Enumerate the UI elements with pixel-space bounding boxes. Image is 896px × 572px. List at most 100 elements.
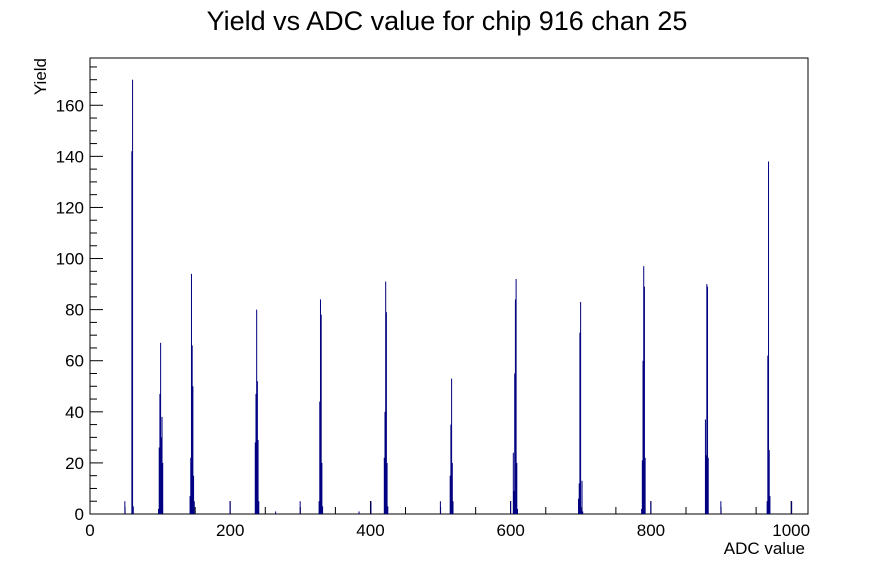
y-tick-label: 0 [75,505,84,524]
histogram-bin [370,501,372,514]
histogram-bin [189,496,191,514]
histogram-bin [768,450,770,514]
histogram-bin [720,501,722,514]
y-tick-label: 120 [56,198,84,217]
histogram-bin [132,506,134,514]
histogram-bin [769,496,771,514]
histogram-bin [275,511,277,514]
histogram-bin [516,462,518,514]
histogram-bin [439,501,441,514]
histogram-bin [384,411,386,514]
histogram-bin [318,501,320,514]
x-tick-label: 0 [85,521,94,540]
y-tick-label: 20 [65,454,84,473]
x-tick-label: 400 [356,521,384,540]
histogram-bin [451,462,453,514]
x-axis-label: ADC value [724,539,805,558]
histogram-bin [643,286,645,514]
histogram-bin [383,457,385,514]
histogram-bin [387,506,389,514]
histogram-bin [255,393,257,514]
histogram-bin [581,480,583,514]
histogram-bin [641,508,643,514]
histogram-bin [579,332,581,514]
histogram-bin [322,506,324,514]
histogram-bin [704,419,706,514]
histogram-bin [580,301,582,514]
histogram-bin [650,501,652,514]
y-tick-label: 80 [65,301,84,320]
histogram-bin [514,373,516,514]
histogram-bin [578,498,580,514]
histogram-bin [766,501,768,514]
histogram-bin [582,511,584,514]
histogram-bin [514,299,516,514]
histogram-bin [791,501,793,514]
x-tick-label: 800 [637,521,665,540]
histogram-bin [451,378,453,514]
histogram-bin [193,501,195,514]
histogram-bin [515,278,517,514]
histogram-bin [132,79,134,514]
x-tick-label: 200 [216,521,244,540]
histogram-bin [256,381,258,514]
histogram-bin [190,457,192,514]
histogram-bin [162,462,164,514]
histogram-bin [452,501,454,514]
histogram-bin [160,342,162,514]
histogram-bin [385,281,387,514]
histogram-bin [256,309,258,514]
histogram-bin [768,161,770,514]
histogram-bin [160,437,162,514]
histogram-bin [161,416,163,514]
histogram-bin [124,501,126,514]
histogram-bin [706,284,708,514]
histogram-bin [358,511,360,514]
histogram-bin [257,439,259,514]
histogram-bin [578,483,580,514]
histogram-bin [449,475,451,514]
y-tick-label: 160 [56,96,84,115]
histogram-bin [705,455,707,514]
histogram-bin [158,447,160,514]
y-axis-label: Yield [31,58,50,95]
histogram-bin [385,312,387,514]
histogram-bin [131,151,133,514]
histogram-bin [641,460,643,514]
y-tick-label: 100 [56,250,84,269]
histogram-bin [643,266,645,514]
histogram-bin [191,345,193,514]
y-tick-label: 60 [65,352,84,371]
histogram-bin [642,360,644,514]
histogram-bin [229,501,231,514]
x-tick-label: 600 [497,521,525,540]
histogram-bin [190,273,192,514]
histogram-bin [319,401,321,514]
histogram-bin [299,501,301,514]
histogram-bin [510,501,512,514]
histogram-bin [513,491,515,514]
x-tick-label: 1000 [772,521,810,540]
histogram-bin [158,508,160,514]
histogram-bin [193,475,195,514]
histogram-bin [254,442,256,514]
chart-title: Yield vs ADC value for chip 916 chan 25 [207,6,688,36]
histogram-bin [320,314,322,514]
histogram-bin [644,457,646,514]
histogram-bin [707,457,709,514]
histogram-bin [707,286,709,514]
histogram-bin [258,501,260,514]
plot-frame [89,57,809,515]
histogram-bin [192,386,194,514]
histogram-bin [159,393,161,514]
histogram-bin [321,462,323,514]
y-tick-label: 40 [65,403,84,422]
histogram-bin [767,355,769,514]
histogram-bin [512,452,514,514]
histogram-bin [450,424,452,514]
histogram-bin [319,299,321,514]
histogram-bin [580,508,582,514]
histogram-bin [386,462,388,514]
